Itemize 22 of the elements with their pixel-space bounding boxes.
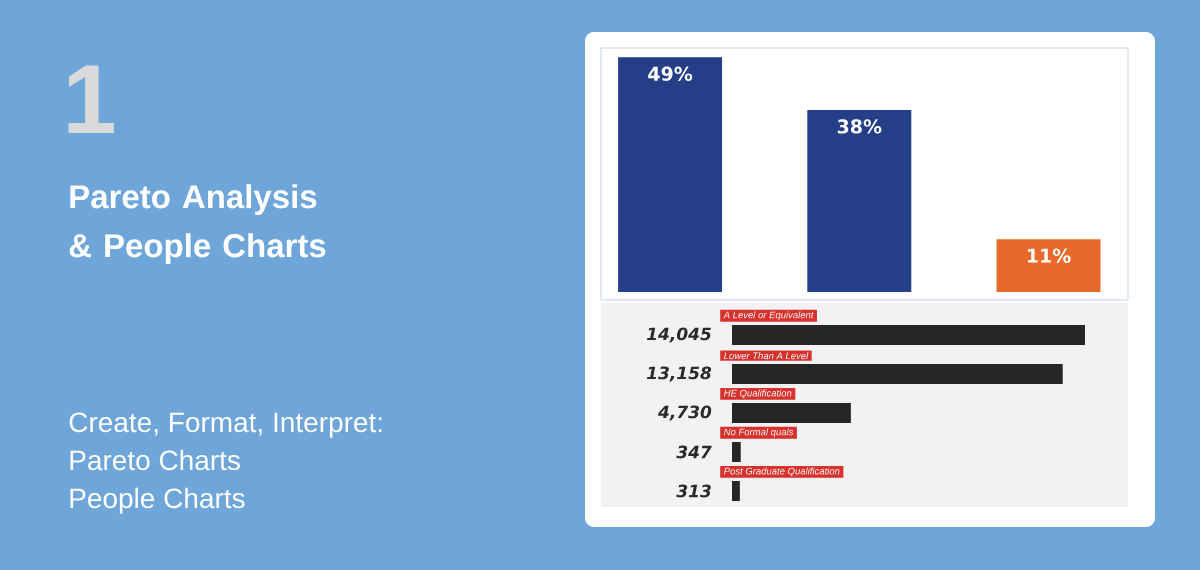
data-label: 49%: [648, 66, 693, 81]
bar: [732, 480, 740, 501]
data-label: 347: [676, 445, 712, 459]
data-label: 4,730: [658, 405, 712, 421]
data-label: 13,158: [646, 366, 712, 382]
bar: [732, 363, 1063, 384]
data-label: 38%: [837, 119, 882, 134]
y-tick-label: HE Qualification: [724, 389, 792, 399]
text: Pareto Charts: [70, 449, 240, 471]
data-label: 11%: [1027, 248, 1071, 263]
data-label: 313: [676, 484, 711, 498]
text: People Charts: [70, 487, 245, 514]
text: Pareto Analysis & People Charts: [69, 184, 326, 264]
y-tick-label: A Level or Equivalent: [723, 311, 814, 321]
bar: [732, 441, 741, 462]
data-label: 14,045: [646, 327, 711, 343]
y-tick-label: Post Graduate Qualification: [724, 467, 840, 477]
y-tick-label: Lower Than A Level: [724, 352, 809, 360]
text: 1: [68, 65, 114, 133]
bar: [732, 324, 1085, 345]
y-tick-label: No Formal quals: [724, 428, 794, 438]
text: Create, Format, Interpret:: [69, 412, 382, 438]
